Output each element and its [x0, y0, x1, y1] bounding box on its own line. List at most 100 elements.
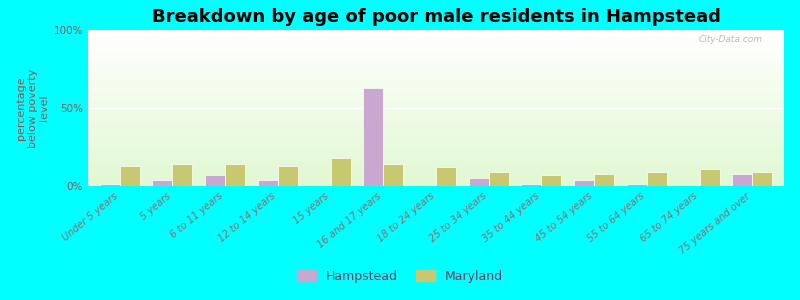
Bar [88, 153, 784, 154]
Bar [88, 65, 784, 66]
Bar [88, 143, 784, 144]
Bar [88, 81, 784, 82]
Bar [88, 178, 784, 179]
Bar [574, 180, 594, 186]
Bar [88, 37, 784, 38]
Bar [88, 126, 784, 127]
Bar [627, 184, 647, 186]
Bar [88, 132, 784, 133]
Bar [88, 97, 784, 98]
Bar [88, 167, 784, 168]
Bar [88, 112, 784, 113]
Bar [88, 182, 784, 183]
Bar [88, 69, 784, 70]
Bar [88, 96, 784, 97]
Bar [88, 38, 784, 39]
Bar [88, 158, 784, 159]
Bar [88, 54, 784, 55]
Bar [88, 51, 784, 52]
Bar [88, 78, 784, 79]
Bar [88, 169, 784, 170]
Bar [489, 172, 509, 186]
Bar [88, 43, 784, 44]
Legend: Hampstead, Maryland: Hampstead, Maryland [292, 265, 508, 288]
Bar [88, 85, 784, 86]
Bar [363, 88, 383, 186]
Bar [88, 80, 784, 81]
Bar [647, 172, 667, 186]
Bar [88, 185, 784, 186]
Bar [152, 180, 172, 186]
Bar [88, 164, 784, 165]
Bar [88, 61, 784, 62]
Bar [88, 140, 784, 141]
Bar [88, 89, 784, 90]
Bar [88, 68, 784, 69]
Bar [88, 177, 784, 178]
Bar [88, 49, 784, 50]
Bar [88, 58, 784, 59]
Bar [88, 174, 784, 175]
Bar [88, 60, 784, 61]
Bar [88, 101, 784, 102]
Bar [88, 184, 784, 185]
Bar [88, 70, 784, 71]
Bar [88, 31, 784, 32]
Bar [88, 44, 784, 45]
Bar [88, 148, 784, 149]
Bar [542, 175, 562, 186]
Bar [88, 152, 784, 153]
Bar [225, 164, 245, 186]
Bar [469, 178, 489, 186]
Bar [88, 73, 784, 74]
Bar [88, 105, 784, 106]
Bar [88, 72, 784, 73]
Bar [88, 45, 784, 46]
Bar [88, 129, 784, 130]
Bar [88, 124, 784, 125]
Bar [88, 94, 784, 95]
Bar [88, 133, 784, 134]
Bar [88, 120, 784, 121]
Bar [88, 67, 784, 68]
Bar [205, 175, 225, 186]
Bar [88, 52, 784, 53]
Bar [88, 160, 784, 161]
Bar [100, 184, 120, 186]
Bar [88, 110, 784, 111]
Bar [88, 56, 784, 57]
Bar [88, 79, 784, 80]
Bar [594, 173, 614, 186]
Bar [88, 156, 784, 157]
Bar [88, 62, 784, 63]
Bar [88, 154, 784, 155]
Bar [88, 36, 784, 37]
Bar [88, 95, 784, 96]
Bar [88, 161, 784, 162]
Bar [88, 170, 784, 171]
Bar [88, 53, 784, 54]
Bar [88, 111, 784, 112]
Bar [88, 75, 784, 76]
Bar [88, 88, 784, 89]
Bar [88, 118, 784, 119]
Bar [88, 130, 784, 131]
Bar [88, 141, 784, 142]
Bar [88, 59, 784, 60]
Bar [88, 32, 784, 33]
Bar [88, 42, 784, 43]
Bar [88, 64, 784, 65]
Bar [88, 181, 784, 182]
Bar [700, 169, 720, 186]
Bar [88, 144, 784, 145]
Bar [88, 57, 784, 58]
Bar [88, 86, 784, 87]
Bar [278, 166, 298, 186]
Bar [88, 151, 784, 152]
Bar [88, 41, 784, 42]
Bar [88, 176, 784, 177]
Bar [88, 84, 784, 85]
Bar [88, 102, 784, 103]
Text: City-Data.com: City-Data.com [699, 35, 763, 44]
Bar [88, 113, 784, 114]
